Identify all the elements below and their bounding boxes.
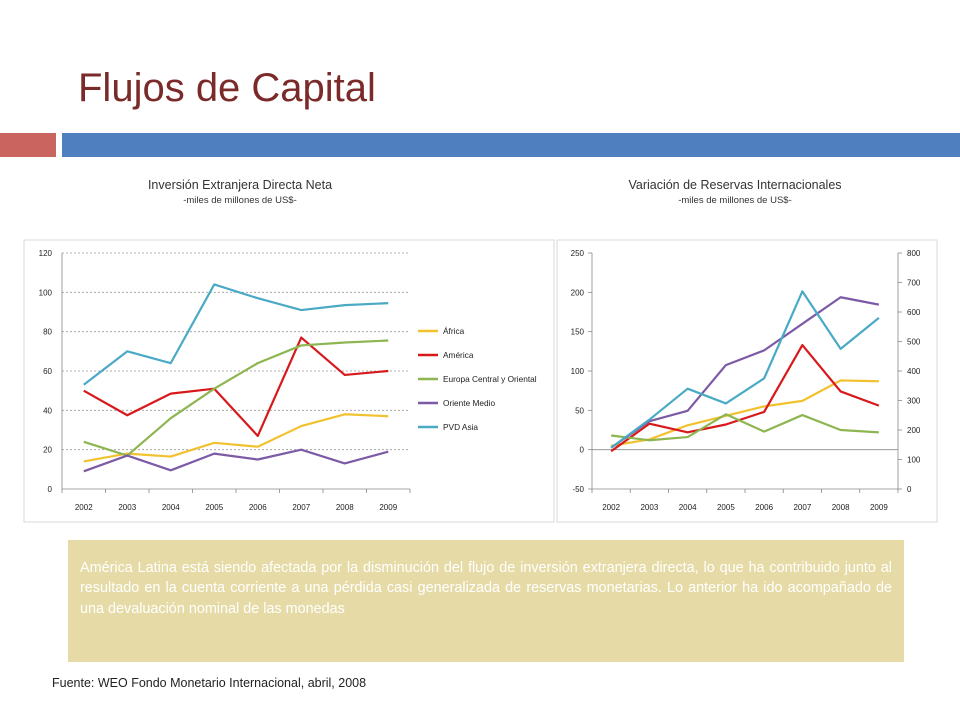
chart1-legend-label: América [443, 350, 474, 360]
chart1-ytick: 60 [43, 367, 52, 376]
chart2-y2tick: 200 [907, 426, 921, 435]
accent-bar-left [0, 133, 56, 157]
chart1-ytick: 120 [39, 249, 53, 258]
chart1-ytick: 20 [43, 446, 52, 455]
note-text: América Latina está siendo afectada por … [80, 560, 892, 617]
chart2-y2tick: 700 [907, 279, 921, 288]
chart2-xtick: 2005 [717, 503, 735, 512]
chart1-xtick: 2008 [336, 503, 354, 512]
chart2-y2tick: 800 [907, 249, 921, 258]
chart2-subtitle: -miles de millones de US$- [678, 195, 792, 206]
chart2-xtick: 2004 [679, 503, 697, 512]
chart2-title: Variación de Reservas Internacionales [628, 178, 842, 192]
chart1-header: Inversión Extranjera Directa Neta -miles… [90, 178, 390, 206]
chart1-series-line [83, 283, 389, 386]
chart1-ytick: 40 [43, 406, 52, 415]
chart1-series-line [83, 336, 389, 437]
chart2-series-line [610, 296, 880, 449]
chart1-ytick: 0 [48, 485, 53, 494]
chart2-y2tick: 0 [907, 485, 912, 494]
source-text: Fuente: WEO Fondo Monetario Internaciona… [52, 676, 367, 690]
chart2-ytick: 150 [571, 328, 585, 337]
chart1-ytick: 80 [43, 328, 52, 337]
chart1-frame [23, 239, 555, 523]
chart2-ytick: -50 [572, 485, 584, 494]
chart1-xtick: 2007 [292, 503, 310, 512]
chart2-y2tick: 100 [907, 456, 921, 465]
chart2-y2tick: 300 [907, 397, 921, 406]
chart1-series-line [83, 413, 389, 463]
chart2-ytick: 0 [580, 446, 585, 455]
note-box: América Latina está siendo afectada por … [68, 540, 904, 662]
chart2-xtick: 2007 [793, 503, 811, 512]
chart2-y2tick: 400 [907, 367, 921, 376]
chart2-ytick: 200 [571, 288, 585, 297]
accent-bar-right [62, 133, 960, 157]
chart2-series-line [610, 413, 879, 442]
chart2-ytick: 50 [575, 406, 584, 415]
chart1-subtitle: -miles de millones de US$- [183, 195, 297, 206]
chart1-xtick: 2003 [118, 503, 136, 512]
chart2-ytick: 250 [571, 249, 585, 258]
chart2-y2tick: 600 [907, 308, 921, 317]
chart2-header: Variación de Reservas Internacionales -m… [575, 178, 895, 206]
chart1-xtick: 2006 [249, 503, 267, 512]
chart2-frame [556, 239, 938, 523]
chart2-y2tick: 500 [907, 338, 921, 347]
chart1-xtick: 2005 [205, 503, 223, 512]
chart2-xtick: 2002 [602, 503, 620, 512]
chart1-legend-label: PVD Asia [443, 422, 478, 432]
chart1-legend-label: Oriente Medio [443, 398, 495, 408]
chart2-xtick: 2006 [755, 503, 773, 512]
page-title: Flujos de Capital [78, 66, 376, 110]
chart1-ytick: 100 [39, 288, 53, 297]
chart1-title: Inversión Extranjera Directa Neta [147, 178, 333, 192]
chart2-series-line [610, 290, 880, 449]
chart1-xtick: 2002 [75, 503, 93, 512]
chart1-xtick: 2009 [379, 503, 397, 512]
chart1-xtick: 2004 [162, 503, 180, 512]
chart1-legend-label: Europa Central y Oriental [443, 374, 537, 384]
chart1-legend-label: África [443, 326, 465, 336]
chart2-ytick: 100 [571, 367, 585, 376]
chart1-series-line [83, 339, 389, 457]
chart2-xtick: 2009 [870, 503, 888, 512]
chart1-series-line [83, 448, 389, 473]
chart2-xtick: 2008 [832, 503, 850, 512]
chart2-xtick: 2003 [640, 503, 658, 512]
chart2-series-line [610, 343, 880, 453]
